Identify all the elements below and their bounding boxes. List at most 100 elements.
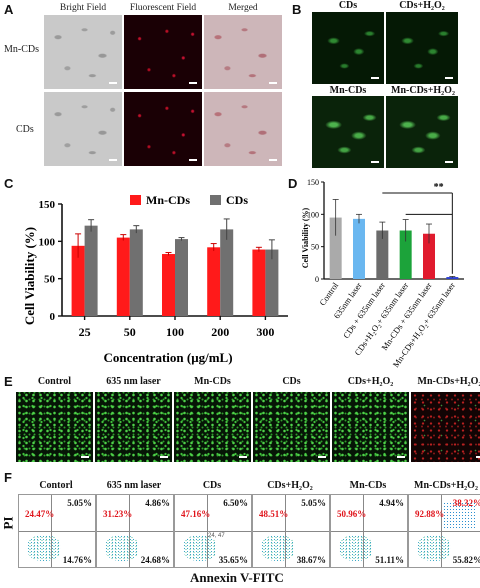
quadrant-upper-right-value: 5.05% (67, 498, 92, 508)
chart-c-bar (252, 249, 266, 316)
chart-c-legend-label: Mn-CDs (146, 193, 190, 207)
confocal-image-cds (312, 12, 384, 84)
flow-cell-population (443, 502, 478, 530)
quadrant-divider-horizontal (331, 531, 407, 532)
chart-c-bar (71, 245, 85, 316)
header-mn-cds: Mn-CDs (329, 85, 367, 96)
quadrant-lower-right-value: 55.82% (452, 555, 480, 565)
flow-cell-population (104, 535, 139, 562)
quadrant-divider-horizontal (409, 531, 480, 532)
col-header-bright-field: Bright Field (59, 3, 107, 13)
confocal-image-mn-cds-h2o2 (386, 96, 458, 168)
chart-d-bar (399, 230, 412, 279)
header-cds: CDs (338, 0, 358, 11)
flow-cell-population (182, 535, 217, 562)
live-dead-stain-image (174, 392, 251, 462)
chart-c-bar (84, 225, 98, 316)
panel-label-c: C (4, 176, 14, 191)
flow-xlabel-annexin: Annexin V-FITC (190, 570, 284, 585)
chart-d-significance: ** (434, 182, 444, 193)
live-dead-stain-image (411, 392, 480, 462)
chart-d-ylabel: Cell Viability (%) (301, 207, 310, 268)
chart-c-bar (162, 254, 175, 316)
panel-f-header: Mn-CDs+H₂O₂ (414, 480, 478, 491)
chart-c-xtick-label: 50 (124, 325, 136, 339)
chart-d: Cell Viability (%) 050100150Control635nm… (301, 178, 464, 368)
confocal-image-mn-cds (312, 96, 384, 168)
confocal-image-cds-h2o2 (386, 12, 458, 84)
chart-c-bar (129, 229, 143, 316)
panel-label-f: F (4, 470, 12, 485)
quadrant-upper-left-value: 24.47% (25, 509, 55, 519)
chart-c-bar (207, 247, 221, 316)
chart-c-bar (175, 239, 188, 316)
panel-e-header: 635 nm laser (106, 376, 161, 387)
quadrant-divider-horizontal (19, 531, 95, 532)
quadrant-lower-right-value: 14.76% (62, 555, 92, 565)
quadrant-upper-left-value: 48.51% (259, 509, 289, 519)
flow-cell-population (416, 535, 451, 562)
quadrant-upper-right-value: 4.86% (145, 498, 170, 508)
panel-label-d: D (288, 176, 298, 191)
chart-c-bar (265, 249, 279, 316)
panel-f-header: Contorl (39, 480, 73, 491)
chart-c-ytick-label: 150 (39, 199, 56, 211)
panel-label-b: B (292, 2, 302, 17)
live-dead-stain-image (95, 392, 172, 462)
flow-cytometry-plot: 24.47% 5.05% 14.76% (18, 494, 96, 568)
quadrant-upper-right-value: 4.94% (379, 498, 404, 508)
brightfield-image-cds (44, 92, 122, 166)
row-label-cds: CDs (16, 124, 34, 135)
chart-c-ytick-label: 0 (50, 311, 56, 323)
fluorescent-image-cds (124, 92, 202, 166)
chart-c-ytick-label: 100 (39, 236, 56, 248)
panel-f-header: Mn-CDs (349, 480, 387, 491)
flow-cytometry-plot: 92.88% 38.32% 55.82% (408, 494, 480, 568)
fluorescent-image-mn-cds (124, 15, 202, 89)
chart-d-bar (329, 217, 342, 279)
chart-d-bar (446, 277, 459, 279)
col-header-merged: Merged (228, 3, 258, 13)
quadrant-upper-left-value: 50.96% (337, 509, 367, 519)
quadrant-lower-right-value: 35.65% (218, 555, 248, 565)
chart-d-bar (376, 230, 389, 279)
quadrant-upper-left-value: 47.16% (181, 509, 211, 519)
chart-c-ytick-label: 50 (44, 274, 56, 286)
quadrant-upper-left-value: 92.88% (415, 509, 445, 519)
chart-d-bar (353, 218, 365, 279)
quadrant-lower-right-value: 24.68% (140, 555, 170, 565)
live-dead-stain-image (253, 392, 330, 462)
panel-f-header: CDs+H₂O₂ (267, 480, 313, 491)
header-mn-cds-h2o2: Mn-CDs+H₂O₂ (391, 85, 455, 96)
chart-c-legend-swatch (210, 195, 221, 205)
flow-ylabel-pi: PI (0, 516, 16, 530)
chart-c-bar (220, 229, 234, 316)
live-dead-stain-image (332, 392, 409, 462)
quadrant-lower-right-value: 51.11% (375, 555, 404, 565)
flow-cytometry-plot: 50.96% 4.94% 51.11% (330, 494, 408, 568)
chart-c-legend-swatch (130, 195, 141, 205)
merged-image-cds (204, 92, 282, 166)
quadrant-lower-right-value: 38.67% (296, 555, 326, 565)
chart-d-ytick-label: 150 (307, 178, 319, 187)
chart-d-xtick-label: Control (317, 280, 340, 308)
header-cds-h2o2: CDs+H₂O₂ (399, 0, 445, 11)
chart-d-ytick-label: 100 (307, 210, 319, 219)
chart-c-bar (116, 237, 130, 316)
quadrant-upper-left-value: 31.23% (103, 509, 133, 519)
quadrant-center-note: 24, 47 (208, 533, 225, 539)
chart-c-legend-label: CDs (226, 193, 248, 207)
quadrant-upper-right-value: 38.32% (452, 498, 480, 508)
panel-f-header: 635 nm laser (106, 480, 162, 491)
quadrant-divider-horizontal (253, 531, 329, 532)
flow-cytometry-plot: 48.51% 5.05% 38.67% (252, 494, 330, 568)
flow-cytometry-plot: 47.16% 6.50% 35.65% 24, 47 (174, 494, 252, 568)
row-label-mn-cds: Mn-CDs (4, 44, 40, 55)
panel-label-a: A (4, 2, 14, 17)
chart-c: Cell Viability (%) Concentration (μg/mL)… (22, 193, 288, 365)
quadrant-divider-horizontal (175, 531, 251, 532)
merged-image-mn-cds (204, 15, 282, 89)
chart-c-xtick-label: 300 (256, 325, 274, 339)
panel-e-header: CDs (282, 376, 301, 387)
flow-cytometry-plot: 31.23% 4.86% 24.68% (96, 494, 174, 568)
